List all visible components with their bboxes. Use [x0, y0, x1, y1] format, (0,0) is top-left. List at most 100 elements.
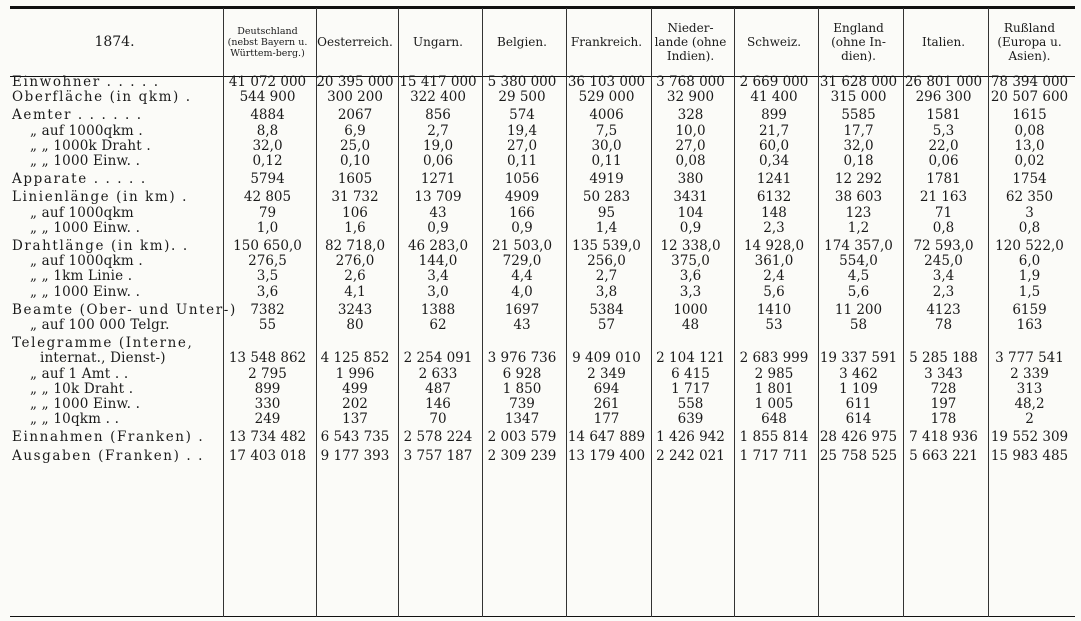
table-cell: 3: [1025, 204, 1034, 221]
table-cell: 78 394 000: [990, 74, 1069, 90]
table-cell: 21 163: [919, 189, 968, 206]
table-cell: [651, 333, 734, 351]
table-row: Beamte (Ober- und Unter-) 7382 3243 1388 169…: [10, 300, 1075, 318]
table-cell: 322 400: [410, 89, 466, 106]
table-cell: 4884: [250, 107, 285, 124]
table-cell: 13 179 400: [567, 447, 646, 464]
table-cell: 328: [677, 107, 704, 124]
table-cell: [482, 333, 566, 351]
table-cell: 60,0: [758, 137, 790, 154]
table-cell: 163: [1016, 317, 1043, 334]
table-cell: 58: [849, 317, 868, 334]
table-cell: 12 338,0: [660, 238, 721, 255]
table-cell: 9 177 393: [320, 447, 390, 464]
table-cell: 46 283,0: [407, 238, 469, 255]
table-cell: 1,6: [344, 219, 366, 236]
table-cell: 41 400: [750, 89, 798, 106]
table-cell: 70: [429, 411, 447, 428]
table-cell: 380: [677, 171, 704, 188]
table-cell: 4919: [589, 171, 624, 188]
row-label: „ „ 10k Draht .: [30, 380, 134, 397]
table-cell: 42 805: [243, 189, 292, 206]
table-cell: 17,7: [843, 122, 874, 139]
row-label: „ „ 10qkm . .: [30, 411, 120, 428]
table-cell: 296 300: [915, 89, 972, 106]
table-cell: 9 409 010: [572, 350, 641, 367]
table-cell: 1 426 942: [656, 429, 725, 446]
table-cell: 174 357,0: [824, 238, 893, 255]
table-cell: 3,8: [595, 283, 618, 300]
table-cell: 71: [934, 204, 953, 221]
table-cell: 728: [930, 380, 957, 397]
table-cell: 12 292: [834, 171, 883, 188]
column-divider: [566, 8, 567, 617]
table-cell: 1 717: [671, 380, 710, 397]
table-row: „ auf 1000qkm . 276,5 276,0 144,0 729,0 256,0…: [10, 254, 1075, 269]
table-cell: 1,2: [847, 219, 870, 236]
table-cell: 1347: [504, 411, 540, 428]
table-cell: 614: [845, 411, 872, 428]
table-cell: 1,0: [256, 219, 279, 236]
telegraph-statistics-table: 1874. Deutschland (nebst Bayern u. Württ…: [10, 9, 1075, 464]
table-cell: 72 593,0: [913, 238, 974, 255]
table-row: Einwohner . . . . . 41 072 000 20 395 000 1…: [10, 74, 1075, 90]
table-cell: 2 104 121: [656, 350, 725, 367]
table-row: Linienlänge (in km) . 42 805 31 732 13 709 4…: [10, 187, 1075, 205]
table-cell: 2,3: [763, 219, 785, 236]
table-cell: 330: [254, 396, 281, 413]
row-label: „ „ 1km Linie .: [30, 268, 133, 285]
table-row: Telegramme (Interne,: [10, 333, 1075, 351]
table-cell: 17 403 018: [228, 447, 307, 464]
country-header: Belgien.: [497, 35, 547, 49]
table-cell: 120 522,0: [995, 238, 1064, 255]
table-cell: 2 683 999: [739, 350, 809, 367]
table-cell: 3,3: [679, 283, 702, 300]
table-cell: 38 603: [834, 189, 883, 206]
country-header: Oesterreich.: [317, 35, 393, 49]
table-cell: 4909: [504, 189, 540, 206]
table-cell: 249: [254, 411, 281, 428]
table-cell: [818, 333, 903, 351]
table-row: „ „ 1km Linie . 3,5 2,6 3,4 4,4 2,7 3,6 2,4 4,5 3…: [10, 269, 1075, 284]
table-cell: 1 801: [754, 380, 794, 397]
table-cell: 78: [934, 317, 953, 334]
row-label: Telegramme (Interne,: [12, 335, 194, 352]
column-divider: [734, 8, 735, 617]
table-cell: 48: [681, 317, 700, 334]
row-label: Aemter . . . . . .: [12, 107, 143, 124]
table-cell: 0,9: [511, 219, 533, 236]
table-cell: 22,0: [928, 137, 959, 154]
table-cell: 20 395 000: [316, 74, 394, 90]
table-cell: 29 500: [498, 89, 546, 106]
table-cell: 178: [930, 411, 957, 428]
table-cell: 1 850: [502, 380, 542, 397]
table-cell: 5 380 000: [487, 74, 557, 90]
table-cell: [988, 333, 1075, 351]
table-cell: 1410: [756, 301, 792, 318]
table-cell: 166: [509, 204, 535, 221]
table-cell: 53: [765, 317, 783, 334]
column-divider: [223, 8, 224, 617]
row-label: Einnahmen (Franken) .: [12, 429, 205, 446]
row-label: Beamte (Ober- und Unter-): [12, 301, 237, 318]
table-cell: 0,9: [427, 219, 449, 236]
table-cell: 313: [1016, 380, 1043, 397]
column-divider: [316, 8, 317, 617]
table-cell: 0,34: [758, 153, 790, 170]
table-cell: 13 548 862: [228, 350, 307, 367]
table-cell: 487: [425, 380, 451, 397]
table-cell: 43: [513, 317, 531, 334]
table-cell: 6 543 735: [320, 429, 390, 446]
table-cell: 3,5: [256, 268, 279, 285]
row-label: Einwohner . . . . .: [12, 74, 160, 90]
table-cell: 13 709: [414, 189, 462, 206]
table-row: Drahtlänge (in km). . 150 650,0 82 718,0 46…: [10, 236, 1075, 254]
table-cell: 80: [346, 317, 364, 334]
year-header: 1874.: [94, 34, 135, 50]
table-cell: 3,6: [256, 283, 279, 300]
table-cell: 256,0: [587, 253, 626, 270]
table-cell: 1241: [756, 171, 792, 188]
table-cell: 1056: [504, 171, 540, 188]
top-rule: [10, 6, 1075, 9]
table-row: Apparate . . . . . 5794 1605 1271 1056 4919 38…: [10, 169, 1075, 187]
